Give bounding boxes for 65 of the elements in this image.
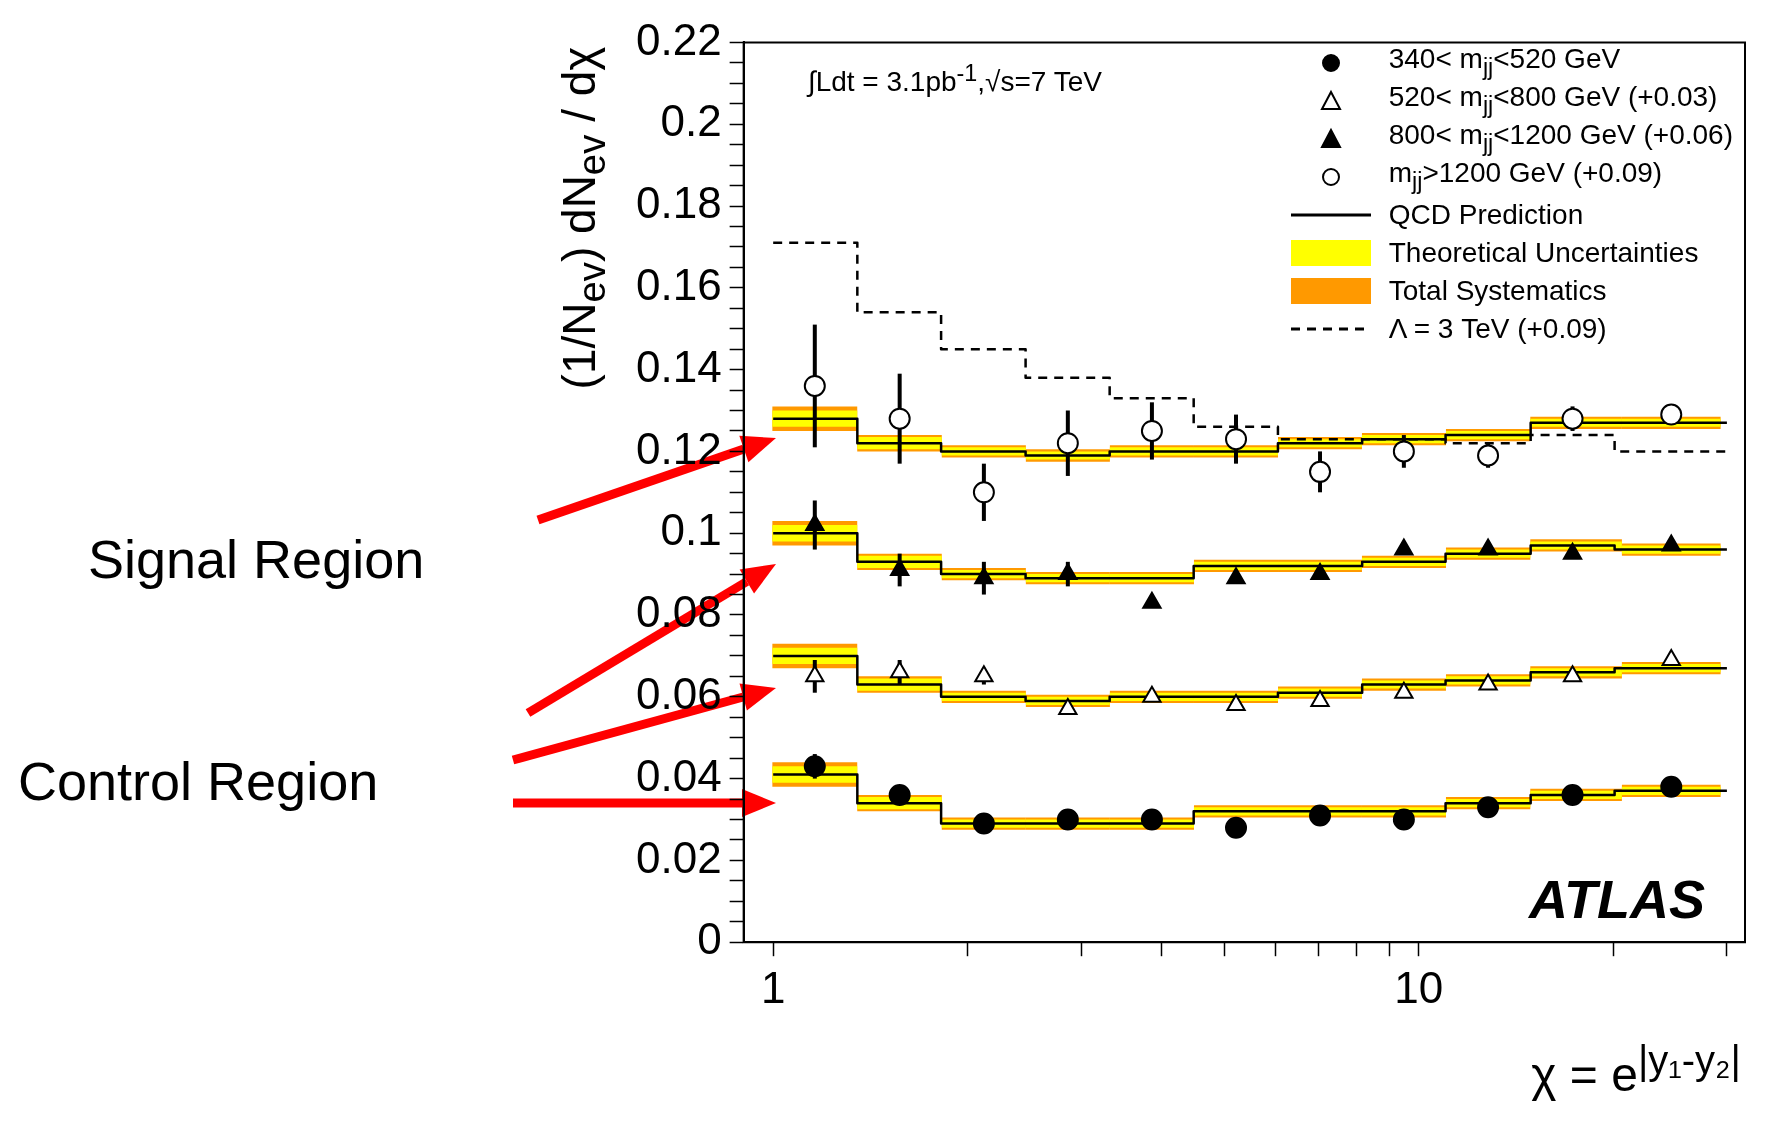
point: [972, 812, 995, 835]
point: [1309, 804, 1332, 827]
point: [888, 783, 911, 806]
point: [974, 665, 994, 683]
legend-label: Λ = 3 TeV (+0.09): [1388, 312, 1607, 346]
point: [1058, 698, 1078, 716]
point: [1225, 428, 1248, 451]
point: [1394, 681, 1414, 699]
point: [1140, 808, 1163, 831]
point: [1142, 591, 1162, 609]
point: [972, 481, 995, 504]
y-tick-label: 0.06: [636, 668, 722, 718]
point: [890, 559, 910, 577]
point: [1056, 432, 1079, 455]
point: [1310, 563, 1330, 581]
point: [1394, 538, 1414, 556]
y-tick-label: 0.12: [636, 423, 722, 473]
x-axis-title: χ = e$^{|y₁-y₂|}$: [1531, 1038, 1741, 1102]
y-tick-label: 0.16: [636, 259, 722, 309]
y-tick-label: 0.14: [636, 341, 722, 391]
point: [1140, 419, 1163, 442]
text: Signal Region: [88, 528, 425, 590]
point: [1392, 808, 1415, 831]
point: [1478, 673, 1498, 691]
point: [1058, 563, 1078, 581]
point: [805, 514, 825, 532]
point: [974, 567, 994, 585]
point: [1562, 542, 1583, 560]
legend-label: 520< m$_{jj}$<800 GeV (+0.03): [1388, 81, 1718, 118]
point: [888, 407, 911, 430]
point: [1562, 665, 1583, 683]
point: [1225, 816, 1248, 839]
legend-label: QCD Prediction: [1388, 198, 1584, 232]
point: [1226, 693, 1246, 711]
point: [1478, 538, 1498, 556]
y-tick-label: 0.2: [660, 96, 722, 146]
point: [1142, 685, 1162, 703]
point: [1310, 689, 1330, 707]
legend-label: 340< m$_{jj}$<520 GeV: [1388, 43, 1621, 80]
legend-label: 800< m$_{jj}$<1200 GeV (+0.06): [1388, 119, 1733, 156]
point: [1477, 444, 1500, 467]
point: [1477, 796, 1500, 819]
y-tick-label: 0.02: [636, 832, 722, 882]
text: Control Region: [18, 750, 379, 812]
y-tick-label: 0.22: [636, 14, 722, 64]
y-tick-label: 0.18: [636, 178, 722, 228]
point: [1226, 567, 1246, 585]
point: [890, 661, 910, 679]
y-tick-label: 0.04: [636, 750, 722, 800]
x-tick-label: 10: [1394, 962, 1444, 1012]
x-tick-label: 1: [760, 962, 786, 1012]
point: [805, 665, 825, 683]
y-tick-label: 0: [697, 914, 722, 964]
point: [803, 374, 826, 397]
y-tick-label: 0.1: [660, 505, 722, 555]
point: [1392, 440, 1415, 463]
legend-label: Total Systematics: [1388, 274, 1607, 308]
legend-label: Theoretical Uncertainties: [1388, 236, 1699, 270]
point: [1561, 407, 1584, 430]
annotation: ATLAS: [1529, 868, 1705, 930]
annotation: ∫Ldt = 3.1pb$^{-1}$,√s=7 TeV: [808, 60, 1102, 99]
point: [1056, 808, 1079, 831]
point: [1309, 460, 1332, 483]
point: [1561, 783, 1584, 806]
legend-label: m$_{jj}$>1200 GeV (+0.09): [1388, 156, 1663, 196]
